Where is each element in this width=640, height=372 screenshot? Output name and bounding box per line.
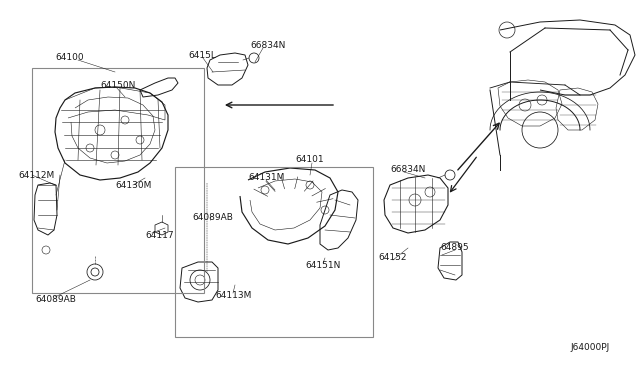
- Text: 64117: 64117: [145, 231, 173, 240]
- Text: 64113M: 64113M: [215, 291, 252, 299]
- Text: 64131M: 64131M: [248, 173, 284, 183]
- Text: 64112M: 64112M: [18, 170, 54, 180]
- Text: 64101: 64101: [295, 155, 324, 164]
- Text: 64895: 64895: [440, 244, 468, 253]
- Text: 66834N: 66834N: [390, 166, 426, 174]
- Text: J64000PJ: J64000PJ: [570, 343, 609, 353]
- Text: 64089AB: 64089AB: [35, 295, 76, 305]
- Text: 64150N: 64150N: [100, 80, 136, 90]
- Text: 64151N: 64151N: [305, 260, 340, 269]
- Bar: [175, 167, 373, 337]
- Text: 64130M: 64130M: [115, 180, 152, 189]
- Text: 64152: 64152: [378, 253, 406, 263]
- Bar: [32, 68, 204, 293]
- Text: 64100: 64100: [55, 54, 84, 62]
- Text: 6415L: 6415L: [188, 51, 216, 60]
- Text: 66834N: 66834N: [250, 41, 285, 49]
- Text: 64089AB: 64089AB: [192, 214, 233, 222]
